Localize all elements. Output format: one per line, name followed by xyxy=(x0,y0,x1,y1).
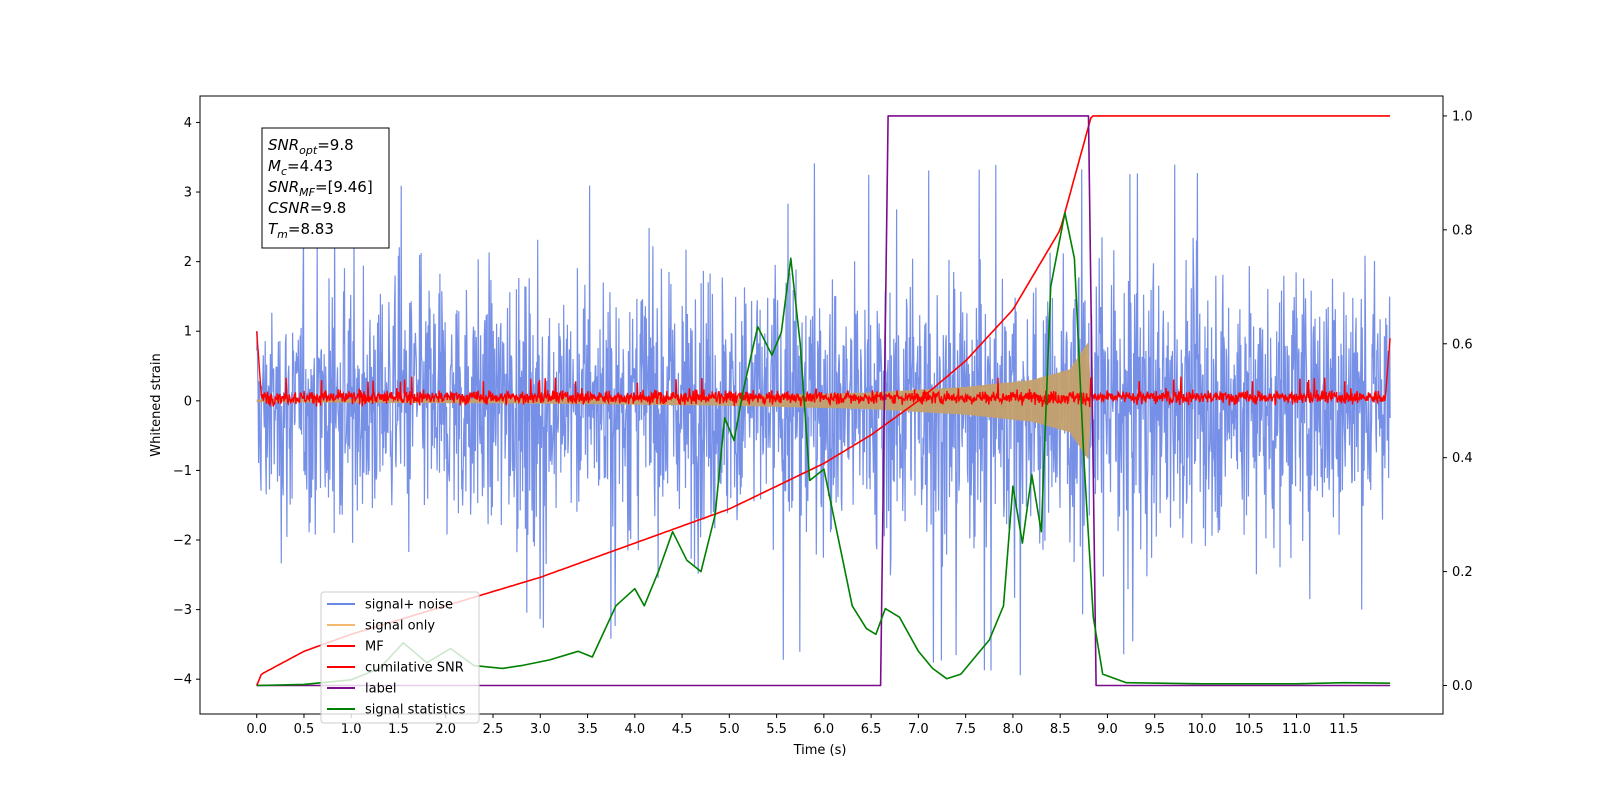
annotation-frame xyxy=(261,127,390,249)
annotation-line: CSNR=9.8 xyxy=(268,199,346,217)
annotation-line: SNRMF=[9.46] xyxy=(268,178,373,199)
annotation-line: Tm=8.83 xyxy=(268,220,334,241)
x-tick-label: 10.0 xyxy=(1187,722,1216,737)
y-tick-label: −2 xyxy=(173,534,192,549)
x-tick-label: 8.0 xyxy=(1003,722,1024,737)
x-tick-label: 5.0 xyxy=(719,722,740,737)
y2-tick-label: 0.8 xyxy=(1452,223,1473,238)
series-signal-only xyxy=(256,342,1092,459)
x-axis: 0.0 0.5 1.0 1.5 2.0 2.5 3.0 3.5 4.0 4.5 5.0 5.5 6.0 6… xyxy=(246,714,1358,737)
x-tick-label: 7.0 xyxy=(908,722,929,737)
plot-frame xyxy=(199,95,1444,715)
y-tick-label: 3 xyxy=(184,186,192,201)
x-tick-label: 3.0 xyxy=(530,722,551,737)
x-tick-label: 9.0 xyxy=(1097,722,1118,737)
y-tick-label: −1 xyxy=(173,464,192,479)
y2-tick-label: 0.4 xyxy=(1452,451,1473,466)
x-tick-label: 6.0 xyxy=(814,722,835,737)
x-tick-label: 1.5 xyxy=(388,722,409,737)
x-tick-label: 4.5 xyxy=(672,722,693,737)
annotation-line: SNRopt=9.8 xyxy=(268,136,354,157)
legend-frame xyxy=(320,591,480,724)
x-tick-label: 4.0 xyxy=(624,722,645,737)
x-tick-label: 8.5 xyxy=(1050,722,1071,737)
x-tick-label: 0.0 xyxy=(246,722,267,737)
series-label xyxy=(256,115,1391,687)
y2-tick-label: 0.6 xyxy=(1452,337,1473,352)
y-tick-label: 4 xyxy=(184,116,192,131)
x-tick-label: 5.5 xyxy=(766,722,787,737)
y-tick-label: 2 xyxy=(184,255,192,270)
y2-tick-label: 0.2 xyxy=(1452,565,1473,580)
x-tick-label: 0.5 xyxy=(294,722,315,737)
legend-entry: signal+ noise xyxy=(365,598,453,613)
x-tick-label: 11.5 xyxy=(1329,722,1358,737)
y-tick-label: −3 xyxy=(173,603,192,618)
y2-tick-label: 1.0 xyxy=(1452,109,1473,124)
legend-entry: cumilative SNR xyxy=(365,661,464,676)
x-tick-label: 3.5 xyxy=(577,722,598,737)
x-tick-label: 11.0 xyxy=(1282,722,1311,737)
y-axis-label: Whitened strain xyxy=(149,353,164,456)
annotation-line: Mc=4.43 xyxy=(268,157,333,178)
legend: signal+ noise signal only MF cumilative SNR… xyxy=(320,591,480,724)
legend-entry: MF xyxy=(365,640,384,655)
x-tick-label: 6.5 xyxy=(861,722,882,737)
x-tick-label: 1.0 xyxy=(341,722,362,737)
x-tick-label: 10.5 xyxy=(1235,722,1264,737)
x-tick-label: 2.5 xyxy=(483,722,504,737)
series-mf xyxy=(256,331,1391,408)
x-axis-label: Time (s) xyxy=(793,743,847,758)
legend-entry: signal statistics xyxy=(365,703,466,718)
x-tick-label: 2.0 xyxy=(435,722,456,737)
y2-tick-label: 0.0 xyxy=(1452,679,1473,694)
y-tick-label: 1 xyxy=(184,325,192,340)
x-tick-label: 7.5 xyxy=(955,722,976,737)
y-axis-right: 0.0 0.2 0.4 0.6 0.8 1.0 xyxy=(1443,109,1473,694)
y-tick-label: 0 xyxy=(184,394,192,409)
legend-entry: label xyxy=(365,682,396,697)
y-tick-label: −4 xyxy=(173,673,192,688)
legend-entry: signal only xyxy=(365,619,435,634)
x-tick-label: 9.5 xyxy=(1144,722,1165,737)
series-signal-statistics xyxy=(256,212,1391,687)
y-axis-left: −4 −3 −2 −1 0 1 2 3 4 xyxy=(173,116,200,688)
